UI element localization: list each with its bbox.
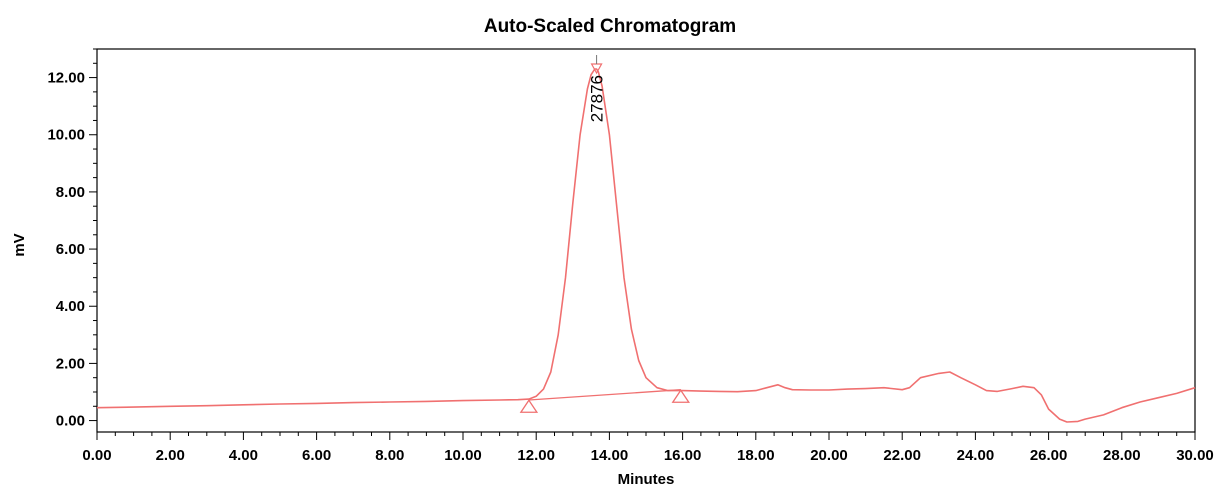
y-axis-label: mV xyxy=(11,233,28,256)
x-tick-label: 28.00 xyxy=(1103,447,1141,464)
x-tick-label: 30.00 xyxy=(1176,447,1214,464)
y-tick-label: 6.00 xyxy=(56,241,85,258)
y-tick-label: 8.00 xyxy=(56,184,85,201)
x-axis-label: Minutes xyxy=(618,471,675,487)
x-tick-label: 6.00 xyxy=(302,447,331,464)
x-tick-label: 14.00 xyxy=(591,447,629,464)
plot-frame xyxy=(96,48,1196,433)
y-tick-label: 10.00 xyxy=(47,127,85,144)
peak-baseline xyxy=(528,389,681,401)
x-tick-label: 16.00 xyxy=(664,447,702,464)
x-tick-label: 2.00 xyxy=(156,447,185,464)
peak-area-label: 27876 xyxy=(588,75,607,122)
y-tick-label: 12.00 xyxy=(47,70,85,87)
x-tick-label: 22.00 xyxy=(883,447,921,464)
x-tick-label: 4.00 xyxy=(229,447,258,464)
x-tick-label: 12.00 xyxy=(517,447,555,464)
y-tick-label: 4.00 xyxy=(56,298,85,315)
x-tick-label: 10.00 xyxy=(444,447,482,464)
peak-boundary-marker xyxy=(519,399,539,413)
y-tick-label: 2.00 xyxy=(56,355,85,372)
y-tick-label: 0.00 xyxy=(56,413,85,430)
chromatogram-trace xyxy=(96,68,1196,423)
x-tick-label: 24.00 xyxy=(957,447,995,464)
x-tick-label: 0.00 xyxy=(82,447,111,464)
x-tick-label: 8.00 xyxy=(375,447,404,464)
x-tick-label: 26.00 xyxy=(1030,447,1068,464)
x-tick-label: 20.00 xyxy=(810,447,848,464)
chart-title: Auto-Scaled Chromatogram xyxy=(484,16,736,37)
x-tick-label: 18.00 xyxy=(737,447,775,464)
peak-boundary-marker xyxy=(671,389,690,403)
